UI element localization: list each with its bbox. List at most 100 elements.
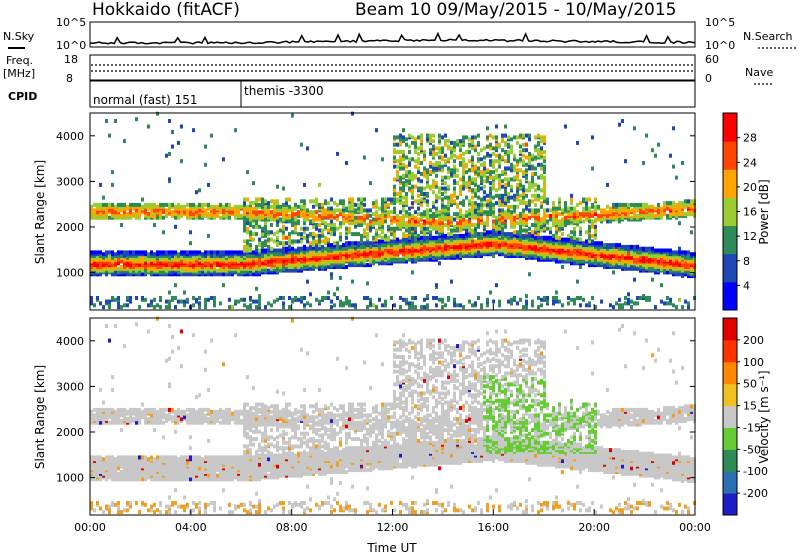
power-cell	[468, 219, 471, 224]
power-cell	[471, 228, 474, 233]
power-cell	[456, 139, 459, 144]
power-cell	[126, 212, 129, 217]
power-cell	[159, 296, 162, 300]
power-cell	[96, 263, 99, 268]
power-cell	[528, 133, 531, 138]
power-cell	[117, 296, 120, 300]
freq-unit-label: [MHz]	[3, 67, 35, 80]
power-cell	[528, 272, 531, 277]
power-cell	[183, 303, 186, 308]
power-cell	[348, 299, 351, 304]
power-cell	[486, 151, 489, 156]
power-cell	[447, 202, 450, 207]
power-cell	[474, 223, 477, 227]
power-cell	[420, 197, 423, 202]
power-cell	[540, 235, 543, 240]
power-cell	[186, 250, 189, 255]
power-cell	[624, 296, 627, 300]
power-cell	[618, 303, 621, 308]
power-cell	[513, 215, 516, 220]
power-cell	[516, 230, 519, 235]
power-cell	[558, 202, 561, 207]
power-cell	[396, 237, 399, 242]
power-cell	[387, 235, 390, 240]
power-cell	[423, 244, 426, 249]
power-cell	[351, 111, 354, 116]
power-cell	[480, 197, 483, 202]
power-cell	[399, 166, 402, 171]
power-cell	[336, 208, 339, 213]
power-cell	[642, 246, 645, 251]
power-cell	[522, 153, 525, 158]
power-cell	[255, 305, 258, 310]
power-cell	[207, 263, 210, 268]
power-cell	[633, 244, 636, 249]
power-cell	[195, 261, 198, 266]
power-cell	[558, 235, 561, 240]
power-cell	[408, 301, 411, 306]
power-cell	[567, 233, 570, 238]
power-cell	[222, 204, 225, 209]
power-cell	[495, 219, 498, 224]
power-cell	[420, 202, 423, 207]
power-cell	[378, 213, 381, 218]
power-cell	[621, 119, 624, 123]
power-cell	[465, 213, 468, 218]
power-cell	[156, 259, 159, 264]
power-cell	[93, 208, 96, 213]
power-cell	[318, 299, 321, 304]
power-cell	[591, 219, 594, 224]
power-cell	[396, 213, 399, 218]
power-cell	[438, 146, 441, 151]
power-cell	[498, 153, 501, 158]
power-cell	[486, 303, 489, 308]
power-cell	[645, 296, 648, 300]
power-cell	[381, 303, 384, 308]
power-cell	[420, 186, 423, 191]
power-cell	[453, 179, 456, 184]
power-cell	[330, 223, 333, 227]
power-cell	[561, 265, 564, 269]
power-cell	[357, 206, 360, 211]
power-cell	[456, 303, 459, 308]
power-cell	[300, 296, 303, 300]
power-cell	[399, 257, 402, 262]
power-cell	[402, 213, 405, 218]
power-cell	[450, 171, 453, 176]
power-cell	[252, 181, 255, 186]
power-cell	[621, 244, 624, 249]
power-cell	[381, 204, 384, 209]
power-cell	[555, 226, 558, 231]
power-cell	[507, 212, 510, 217]
power-cell	[444, 212, 447, 217]
power-cell	[645, 215, 648, 220]
power-cell	[165, 208, 168, 213]
power-cell	[273, 204, 276, 209]
power-cell	[351, 215, 354, 220]
power-cell	[261, 241, 264, 246]
power-cell	[330, 259, 333, 264]
power-cell	[120, 223, 123, 227]
power-cell	[429, 164, 432, 169]
power-cell	[402, 150, 405, 154]
power-cell	[294, 212, 297, 217]
power-cell	[474, 210, 477, 215]
power-cell	[360, 201, 363, 206]
power-cell	[603, 250, 606, 255]
power-cell	[180, 208, 183, 213]
power-cell	[510, 177, 513, 182]
power-cell	[531, 223, 534, 227]
power-cell	[300, 226, 303, 231]
power-cell	[324, 212, 327, 217]
power-cell	[594, 224, 597, 229]
power-cell	[444, 142, 447, 147]
power-cell	[612, 208, 615, 213]
power-cell	[468, 212, 471, 217]
nave-label: Nave	[745, 66, 773, 79]
power-cell	[519, 226, 522, 231]
power-cell	[369, 181, 372, 186]
power-cell	[570, 217, 573, 222]
power-cell	[462, 221, 465, 226]
power-cell	[576, 237, 579, 242]
power-cell	[366, 281, 369, 286]
